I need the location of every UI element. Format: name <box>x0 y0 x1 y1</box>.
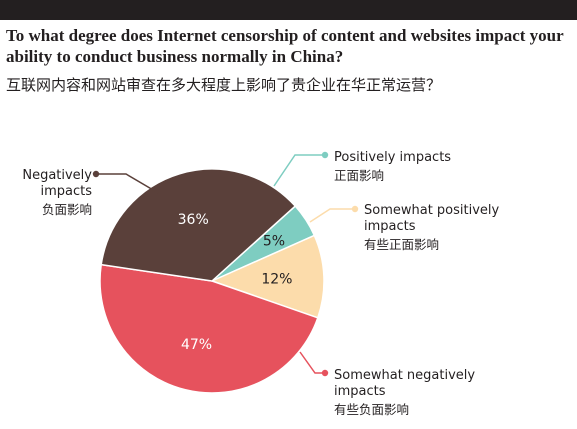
label-en: Somewhat positively impacts <box>364 203 500 234</box>
leader-somewhat-positively <box>309 208 355 223</box>
pct-label-positively: 5% <box>263 234 285 250</box>
legend-label-negatively: Negatively impacts 负面影响 <box>14 168 92 218</box>
leader-somewhat-positively-dot <box>351 205 359 213</box>
leader-negatively-dot <box>92 170 100 178</box>
pie-slice-somewhat-positively <box>209 234 325 319</box>
pie-slice-negatively <box>100 168 297 282</box>
label-en: Negatively impacts <box>22 168 92 199</box>
leader-negatively <box>96 173 161 195</box>
pie-slice-somewhat-negatively <box>99 263 319 394</box>
label-zh: 有些正面影响 <box>364 237 440 252</box>
top-bar <box>0 0 577 20</box>
leader-positively-dot <box>321 151 329 159</box>
legend-label-positively: Positively impacts 正面影响 <box>334 150 451 184</box>
label-en: Positively impacts <box>334 150 452 165</box>
pct-label-negatively: 36% <box>178 212 209 228</box>
pct-label-somewhat-negatively: 47% <box>181 337 212 353</box>
legend-label-somewhat-negatively: Somewhat negatively impacts 有些负面影响 <box>334 368 484 418</box>
leader-somewhat-negatively-dot <box>321 369 329 377</box>
label-en: Somewhat negatively impacts <box>334 368 476 399</box>
leader-somewhat-negatively <box>299 351 325 374</box>
label-zh: 负面影响 <box>41 202 92 217</box>
leader-positively <box>273 154 325 187</box>
label-zh: 有些负面影响 <box>334 402 410 417</box>
chart-title: To what degree does Internet censorship … <box>6 26 564 66</box>
label-zh: 正面影响 <box>334 168 385 183</box>
chart-subtitle: 互联网内容和网站审查在多大程度上影响了贵企业在华正常运营？ <box>6 76 442 94</box>
legend-label-somewhat-positively: Somewhat positively impacts 有些正面影响 <box>364 203 504 253</box>
pct-label-somewhat-positively: 12% <box>261 271 292 287</box>
